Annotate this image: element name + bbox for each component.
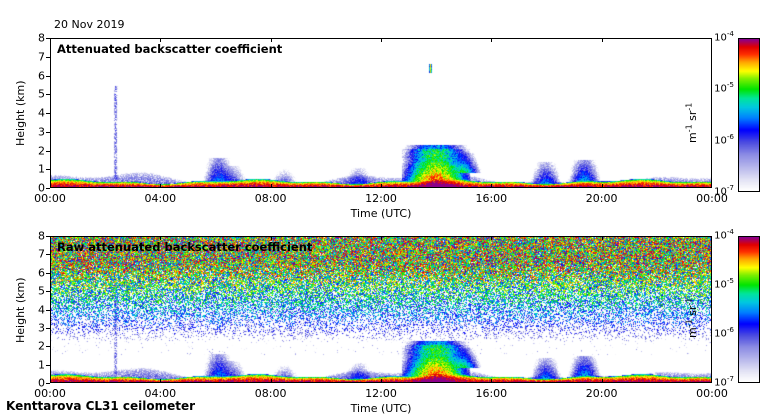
x-tick-mark: [271, 379, 272, 383]
panel-title-attenuated: Attenuated backscatter coefficient: [57, 42, 283, 56]
x-tick-label: 12:00: [365, 192, 397, 205]
site-footer-label: Kenttarova CL31 ceilometer: [6, 399, 196, 413]
colorbar-tick-label: 10-4: [714, 227, 734, 242]
x-axis-label-raw: Time (UTC): [350, 402, 412, 415]
y-tick-mark: [46, 132, 50, 133]
x-tick-mark-top: [602, 236, 603, 240]
colorbar-unit-label: m-1 sr-1: [684, 102, 699, 143]
y-tick-label: 5: [38, 87, 45, 101]
y-tick-label: 6: [38, 69, 45, 82]
y-tick-mark: [46, 310, 50, 311]
x-tick-label: 00:00: [696, 387, 728, 400]
x-tick-label: 20:00: [585, 192, 618, 205]
y-tick-mark: [46, 328, 50, 329]
x-tick-label: 04:00: [144, 387, 177, 400]
y-tick-mark: [46, 273, 50, 274]
x-tick-mark: [271, 184, 272, 188]
x-tick-label: 00:00: [34, 387, 66, 400]
x-tick-mark-top: [271, 236, 272, 240]
y-tick-mark: [46, 151, 50, 152]
y-tick-label: 7: [38, 247, 45, 261]
y-tick-label: 5: [38, 284, 45, 298]
x-tick-mark: [602, 379, 603, 383]
y-axis-label-raw: Height (km): [14, 276, 27, 343]
colorbar-canvas: [739, 39, 759, 191]
x-tick-mark-top: [491, 38, 492, 42]
x-tick-mark-top: [602, 38, 603, 42]
y-tick-label: 1: [38, 358, 45, 372]
x-tick-label: 16:00: [475, 192, 508, 205]
y-tick-mark: [46, 365, 50, 366]
y-tick-mark: [46, 76, 50, 77]
x-tick-mark-top: [381, 38, 382, 42]
colorbar-tick-label: 10-5: [714, 80, 734, 95]
y-tick-label: 8: [38, 31, 45, 45]
y-tick-label: 4: [38, 106, 45, 120]
y-tick-label: 8: [38, 229, 45, 243]
y-tick-label: 2: [38, 144, 45, 157]
y-tick-label: 3: [38, 321, 45, 335]
plot-area-raw: Raw attenuated backscatter coefficient: [50, 236, 712, 383]
colorbar-tick-label: 10-4: [714, 29, 734, 44]
colorbar-canvas: [739, 237, 759, 382]
x-axis-label-attenuated: Time (UTC): [350, 207, 412, 220]
y-tick-mark: [46, 188, 50, 189]
y-tick-mark: [46, 291, 50, 292]
y-tick-label: 7: [38, 50, 45, 64]
x-tick-mark: [602, 184, 603, 188]
colorbar-unit-label: m-1 sr-1: [684, 297, 699, 338]
x-tick-mark-top: [491, 236, 492, 240]
x-tick-mark: [491, 184, 492, 188]
x-tick-mark: [491, 379, 492, 383]
x-tick-mark-top: [160, 236, 161, 240]
colorbar-tick-label: 10-6: [714, 131, 734, 147]
heatmap-canvas-raw: [51, 237, 711, 382]
y-tick-mark: [46, 236, 50, 237]
x-tick-mark-top: [271, 38, 272, 42]
x-tick-label: 00:00: [696, 192, 728, 205]
y-tick-mark: [46, 169, 50, 170]
y-tick-label: 3: [38, 125, 45, 139]
x-tick-mark: [160, 379, 161, 383]
y-tick-label: 2: [38, 339, 45, 353]
y-tick-mark: [46, 57, 50, 58]
date-label: 20 Nov 2019: [54, 18, 125, 31]
colorbar-tick-label: 10-6: [714, 325, 734, 340]
y-tick-mark: [46, 383, 50, 384]
y-tick-label: 0: [38, 181, 45, 195]
y-tick-mark: [46, 94, 50, 95]
x-tick-label: 00:00: [34, 192, 66, 205]
y-tick-mark: [46, 113, 50, 114]
y-tick-label: 6: [38, 266, 45, 280]
colorbar-tick-label: 10-7: [714, 183, 734, 198]
panel-title-raw: Raw attenuated backscatter coefficient: [57, 240, 313, 254]
colorbar-tick-label: 10-5: [714, 276, 734, 291]
x-tick-mark: [381, 379, 382, 383]
y-tick-mark: [46, 38, 50, 39]
x-tick-label: 16:00: [475, 387, 508, 400]
colorbar-tick-label: 10-7: [714, 374, 734, 389]
x-tick-label: 04:00: [144, 192, 177, 205]
x-tick-label: 08:00: [254, 192, 287, 205]
x-tick-label: 12:00: [365, 387, 397, 400]
x-tick-mark-top: [160, 38, 161, 42]
plot-area-attenuated: Attenuated backscatter coefficient: [50, 38, 712, 188]
y-tick-mark: [46, 254, 50, 255]
colorbar-gradient: [738, 38, 760, 192]
x-tick-mark-top: [381, 236, 382, 240]
x-tick-label: 20:00: [585, 387, 618, 400]
y-tick-mark: [46, 346, 50, 347]
colorbar-gradient: [738, 236, 760, 383]
x-tick-mark: [160, 184, 161, 188]
x-tick-label: 08:00: [254, 387, 287, 400]
heatmap-canvas-attenuated: [51, 39, 711, 187]
y-tick-label: 1: [38, 162, 45, 176]
y-tick-label: 4: [38, 303, 45, 316]
y-tick-label: 0: [38, 376, 45, 390]
x-tick-mark: [381, 184, 382, 188]
